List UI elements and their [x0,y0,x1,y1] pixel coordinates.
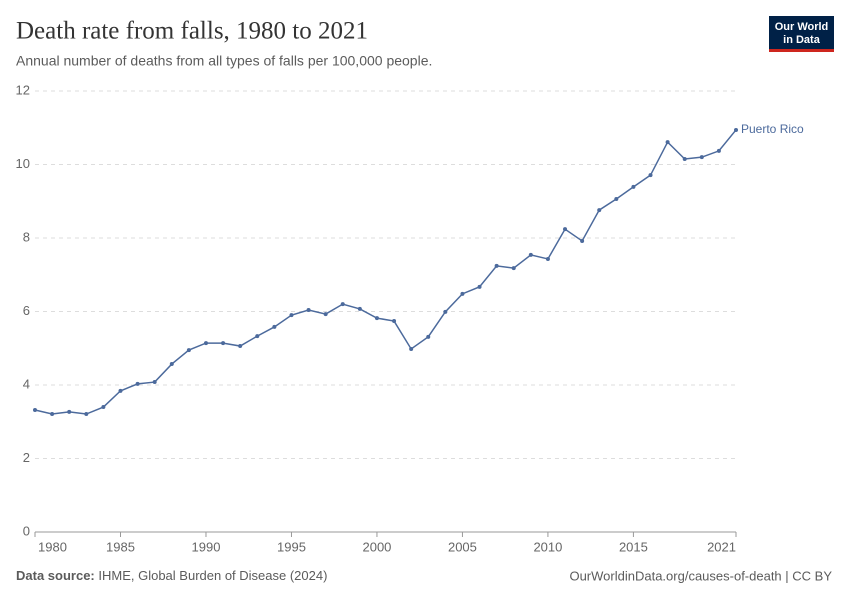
logo-box [769,16,834,49]
data-point [357,306,362,311]
source: Data source: IHME, Global Burden of Dise… [16,568,327,583]
chart-title: Death rate from falls, 1980 to 2021 [16,18,368,45]
data-point [101,405,106,410]
data-point [238,344,243,349]
y-tick-label: 6 [23,303,30,318]
x-tick-label: 1980 [38,539,67,554]
data-point [118,388,123,393]
data-point [494,263,499,268]
source-text: IHME, Global Burden of Disease (2024) [98,568,327,583]
source-label: Data source: [16,568,95,583]
data-point [699,155,704,160]
data-point [597,208,602,213]
data-point [511,266,516,271]
data-point [716,148,721,153]
data-point [443,309,448,314]
series-line [34,129,737,415]
data-point [631,184,636,189]
data-point [734,127,738,132]
data-point [614,197,619,202]
data-point [50,412,55,417]
data-point [186,348,191,353]
data-point [289,313,294,318]
y-tick-label: 8 [23,229,30,244]
data-point [67,409,72,414]
data-point [169,362,174,367]
data-point [135,381,140,386]
data-point [340,302,345,307]
url[interactable]: OurWorldinData.org/causes-of-death | CC … [569,568,832,583]
data-point [563,227,568,232]
y-tick-label: 12 [16,82,30,97]
data-point [33,407,37,412]
data-point [545,256,550,261]
logo-text: in Data [783,34,821,46]
x-tick-label: 2015 [619,539,648,554]
data-point [306,308,311,313]
data-point [460,291,465,296]
x-tick-label: 1995 [277,539,306,554]
data-point [203,341,208,346]
logo-text: Our World [775,21,829,33]
y-tick-label: 2 [23,450,30,465]
logo-bar [769,49,834,52]
x-tick-label: 2005 [448,539,477,554]
data-point [272,324,277,329]
y-tick-label: 0 [23,523,30,538]
data-point [392,319,397,324]
x-tick-label: 1990 [192,539,221,554]
data-point [221,341,226,346]
y-tick-label: 4 [23,376,30,391]
data-point [528,252,533,257]
x-tick-label: 1985 [106,539,135,554]
series-label: Puerto Rico [741,122,804,136]
data-point [255,334,260,339]
data-point [426,334,431,339]
x-tick-label: 2021 [707,539,736,554]
data-point [477,284,482,289]
x-tick-label: 2000 [362,539,391,554]
data-point [409,346,414,351]
chart-subtitle: Annual number of deaths from all types o… [16,53,432,69]
data-point [648,173,653,178]
data-point [152,380,157,385]
data-point [374,316,379,321]
data-point [580,238,585,243]
data-point [84,412,89,417]
logo[interactable]: Our World in Data [769,16,834,52]
data-point [665,140,670,145]
x-tick-label: 2010 [533,539,562,554]
y-tick-label: 10 [16,156,30,171]
data-point [323,312,328,317]
data-point [682,156,687,161]
